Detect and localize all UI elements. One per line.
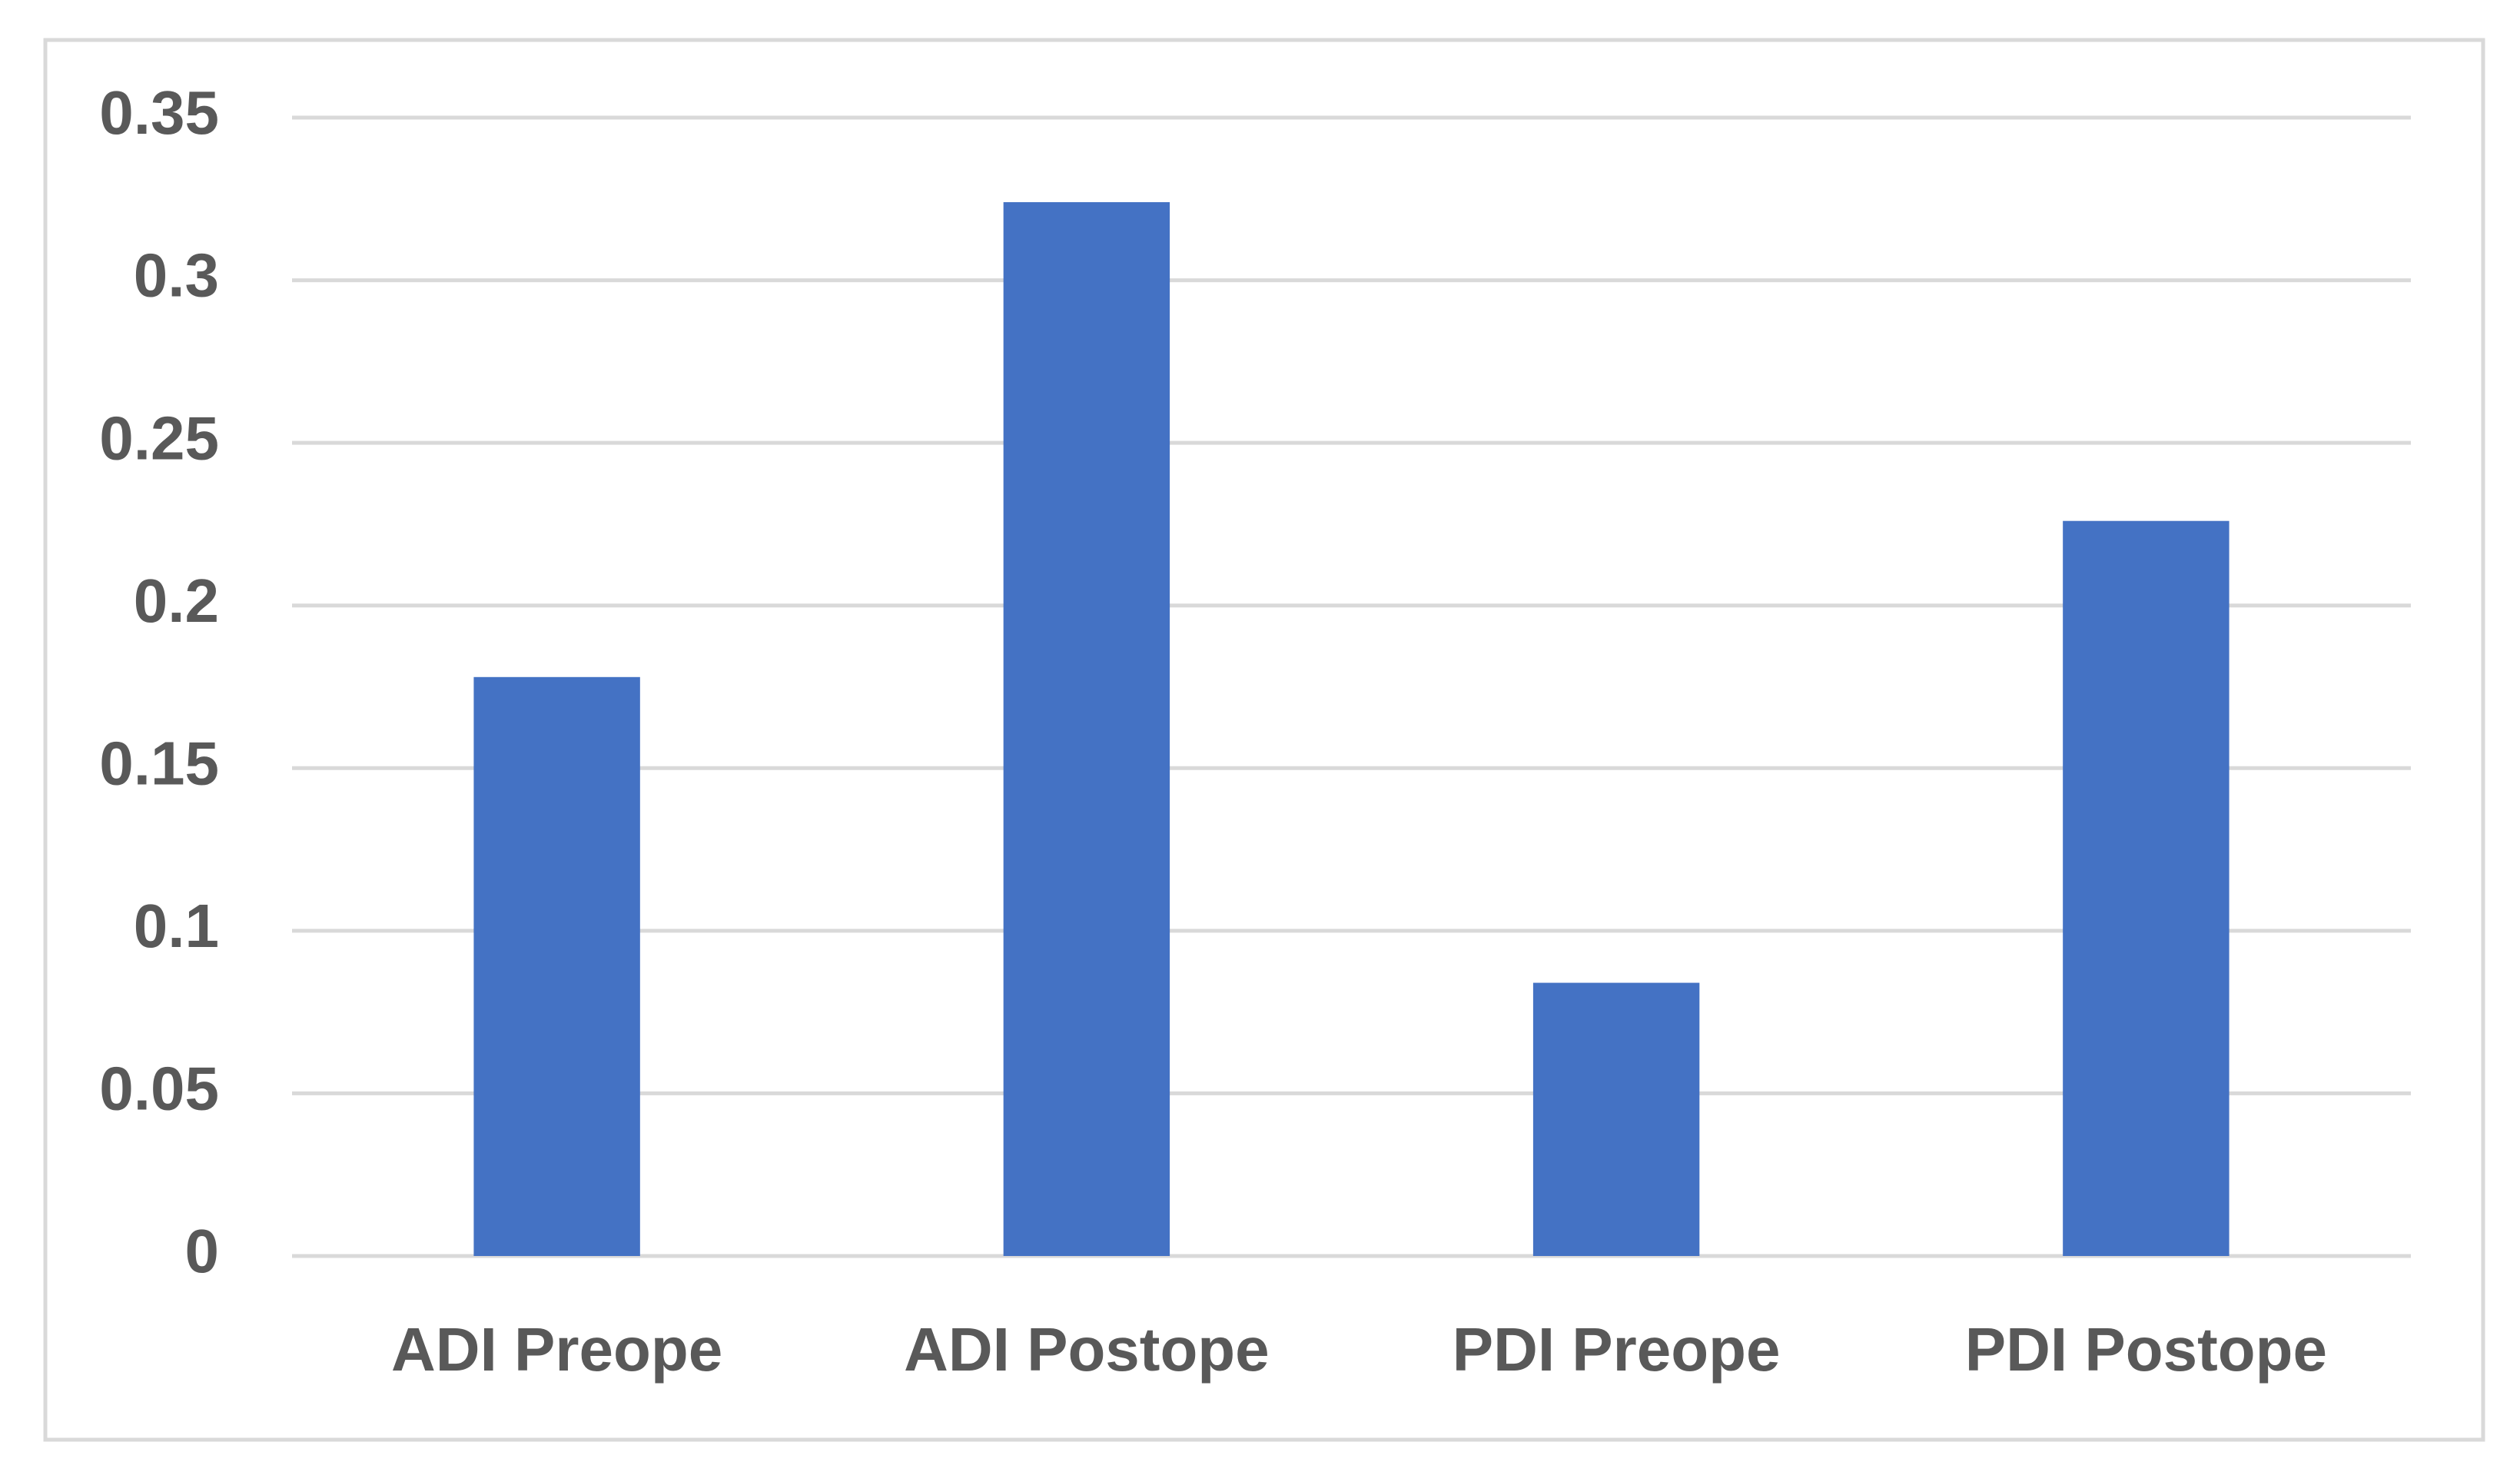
y-tick-label: 0.1 xyxy=(134,892,219,960)
bar xyxy=(1532,982,1700,1256)
y-tick-label: 0.25 xyxy=(99,404,219,472)
y-tick-label: 0.3 xyxy=(134,241,219,310)
y-tick-label: 0.35 xyxy=(99,78,219,147)
y-tick-label: 0.05 xyxy=(99,1055,219,1123)
bar xyxy=(1003,202,1170,1257)
x-tick-label: ADI Preope xyxy=(391,1315,722,1384)
y-tick-label: 0.15 xyxy=(99,729,219,797)
x-tick-label: PDI Preope xyxy=(1453,1315,1781,1384)
x-tick-label: ADI Postope xyxy=(904,1315,1270,1384)
y-tick-label: 0.2 xyxy=(134,567,219,635)
y-tick-label: 0 xyxy=(185,1217,220,1285)
x-tick-label: PDI Postope xyxy=(1965,1315,2327,1384)
bar xyxy=(2063,520,2229,1256)
bar xyxy=(473,676,640,1256)
